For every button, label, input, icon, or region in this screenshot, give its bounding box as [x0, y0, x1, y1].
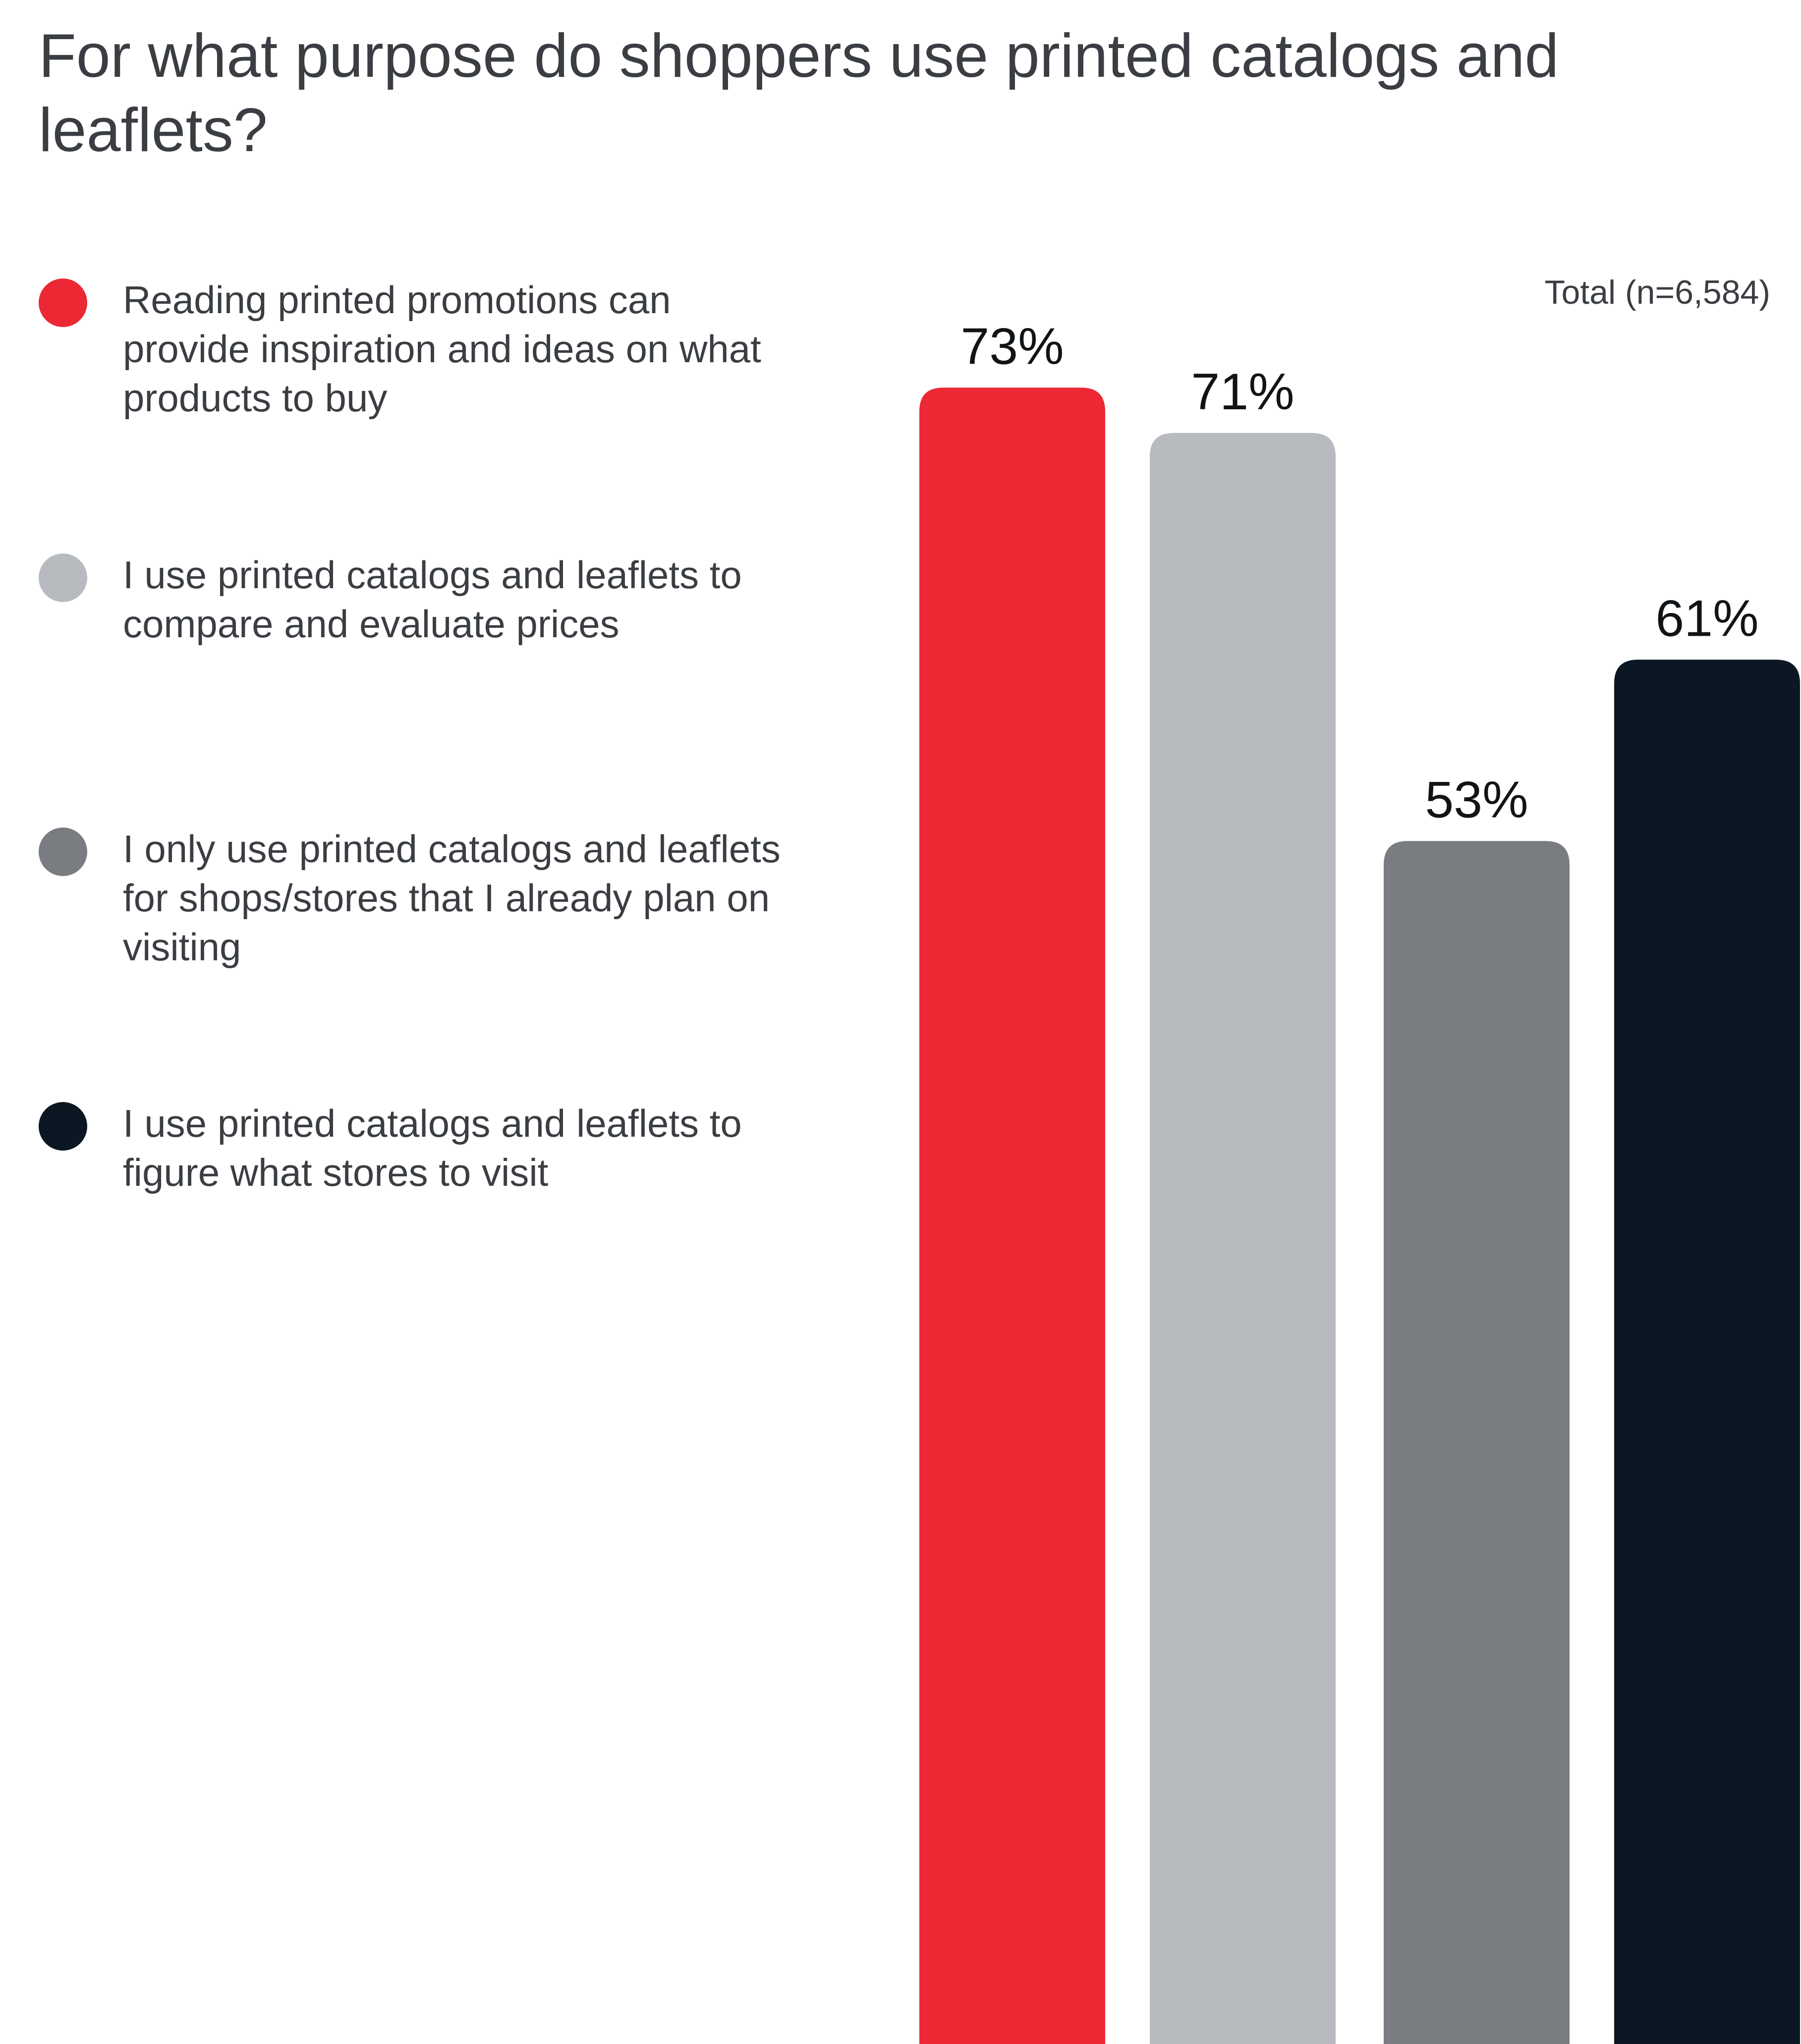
legend-label: I only use printed catalogs and leaflets…: [123, 827, 781, 969]
sample-size-note: Total (n=6,584): [1544, 274, 1770, 311]
bar-choose-stores: [1614, 660, 1800, 2044]
legend-swatch-dark-gray: [39, 828, 87, 876]
chart-title: For what purpose do shoppers use printed…: [39, 22, 1559, 165]
bar-planned-stores: [1384, 841, 1570, 2044]
legend-label: Reading printed promotions can provide i…: [123, 278, 761, 420]
legend-swatch-navy: [39, 1102, 87, 1151]
legend-label: I use printed catalogs and leaflets to c…: [123, 553, 742, 646]
bar-value-label: 71%: [1191, 363, 1294, 421]
legend-swatch-light-gray: [39, 553, 87, 602]
bar-compare-prices: [1150, 433, 1336, 2044]
bar-value-label: 53%: [1425, 771, 1528, 829]
bar-inspiration: [919, 387, 1105, 2044]
legend-label: I use printed catalogs and leaflets to f…: [123, 1102, 742, 1194]
bar-value-label: 73%: [960, 318, 1064, 375]
legend-swatch-red: [39, 278, 87, 327]
bar-value-label: 61%: [1655, 590, 1758, 647]
